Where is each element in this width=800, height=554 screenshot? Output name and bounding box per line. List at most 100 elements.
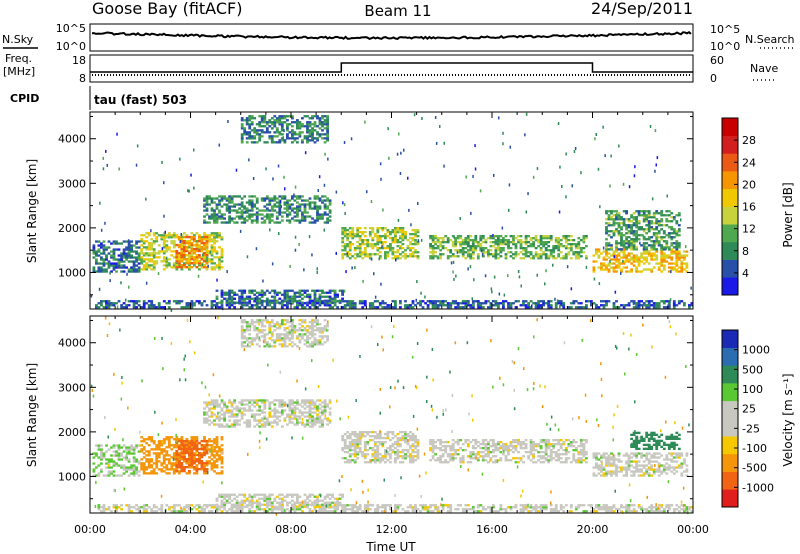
echo-cell — [157, 468, 161, 471]
echo-cell — [258, 139, 262, 142]
echo-cell — [112, 474, 116, 477]
echo-cell — [401, 247, 405, 250]
echo-cell — [481, 255, 485, 258]
echo-cell — [311, 201, 314, 204]
echo-cell — [270, 137, 274, 140]
echo-cell — [208, 444, 211, 447]
echo-cell — [132, 270, 136, 273]
echo-cell — [304, 151, 307, 155]
echo-cell — [677, 252, 681, 255]
echo-cell — [409, 304, 412, 307]
echo-cell — [215, 217, 219, 220]
echo-cell — [260, 295, 264, 298]
echo-cell — [275, 121, 279, 124]
echo-cell — [414, 251, 417, 254]
echo-cell — [258, 209, 262, 212]
echo-cell — [318, 300, 322, 303]
echo-cell — [280, 117, 284, 120]
echo-cell — [640, 260, 643, 263]
echo-cell — [215, 460, 219, 463]
echo-cell — [672, 228, 676, 231]
nave-tick-bottom: 0 — [710, 72, 717, 85]
echo-cell — [384, 306, 387, 309]
echo-cell — [650, 254, 654, 257]
echo-cell — [165, 468, 169, 471]
echo-cell — [630, 228, 633, 231]
echo-cell — [517, 253, 520, 256]
echo-cell — [335, 251, 337, 255]
echo-cell — [233, 407, 236, 410]
echo-cell — [316, 407, 319, 410]
echo-cell — [308, 131, 312, 134]
echo-cell — [104, 221, 106, 225]
echo-cell — [205, 304, 209, 307]
echo-cell — [288, 343, 292, 346]
echo-cell — [201, 263, 204, 267]
echo-cell — [250, 321, 254, 324]
echo-cell — [635, 216, 638, 219]
echo-cell — [210, 207, 214, 210]
echo-cell — [175, 466, 179, 469]
echo-cell — [431, 306, 435, 309]
echo-cell — [160, 238, 164, 241]
echo-cell — [135, 260, 138, 263]
echo-cell — [301, 321, 304, 324]
echo-cell — [381, 245, 383, 249]
echo-cell — [218, 203, 221, 206]
echo-cell — [484, 302, 488, 305]
echo-cell — [183, 258, 186, 261]
echo-cell — [268, 217, 272, 220]
echo-cell — [280, 403, 284, 406]
echo-cell — [627, 224, 631, 227]
echo-cell — [316, 215, 319, 218]
echo-cell — [637, 210, 641, 213]
echo-cell — [376, 239, 380, 242]
echo-cell — [660, 236, 664, 239]
echo-cell — [167, 232, 171, 235]
echo-cell — [245, 137, 249, 140]
echo-cell — [411, 239, 415, 242]
echo-cell — [625, 246, 628, 249]
echo-cell — [147, 264, 151, 267]
echo-cell — [411, 251, 415, 254]
echo-cell — [446, 249, 450, 252]
echo-cell — [642, 216, 646, 219]
echo-cell — [313, 407, 317, 410]
echo-cell — [630, 244, 633, 247]
echo-cell — [145, 281, 148, 285]
echo-cell — [233, 306, 236, 309]
echo-cell — [190, 306, 194, 309]
echo-cell — [677, 254, 681, 257]
echo-cell — [240, 325, 244, 328]
echo-cell — [215, 203, 219, 206]
echo-cell — [446, 304, 450, 307]
echo-cell — [233, 195, 236, 198]
echo-cell — [165, 446, 169, 449]
echo-cell — [632, 254, 636, 257]
echo-cell — [273, 304, 277, 307]
echo-cell — [476, 300, 480, 303]
echo-cell — [321, 421, 324, 424]
echo-cell — [135, 460, 138, 463]
echo-cell — [183, 458, 186, 461]
echo-cell — [497, 257, 500, 260]
echo-cell — [522, 257, 525, 260]
echo-cell — [248, 302, 252, 305]
echo-cell — [657, 224, 661, 227]
echo-cell — [218, 260, 221, 263]
echo-cell — [487, 249, 490, 252]
echo-cell — [645, 218, 649, 221]
echo-cell — [213, 215, 216, 218]
echo-cell — [547, 306, 551, 309]
echo-cell — [456, 255, 460, 258]
echo-cell — [291, 115, 294, 118]
echo-cell — [688, 306, 691, 309]
echo-cell — [102, 248, 106, 251]
echo-cell — [215, 219, 219, 222]
echo-cell — [122, 248, 126, 251]
echo-cell — [494, 235, 498, 238]
echo-cell — [296, 335, 299, 338]
echo-cell — [180, 264, 184, 267]
echo-cell — [632, 224, 636, 227]
echo-cell — [230, 289, 234, 292]
